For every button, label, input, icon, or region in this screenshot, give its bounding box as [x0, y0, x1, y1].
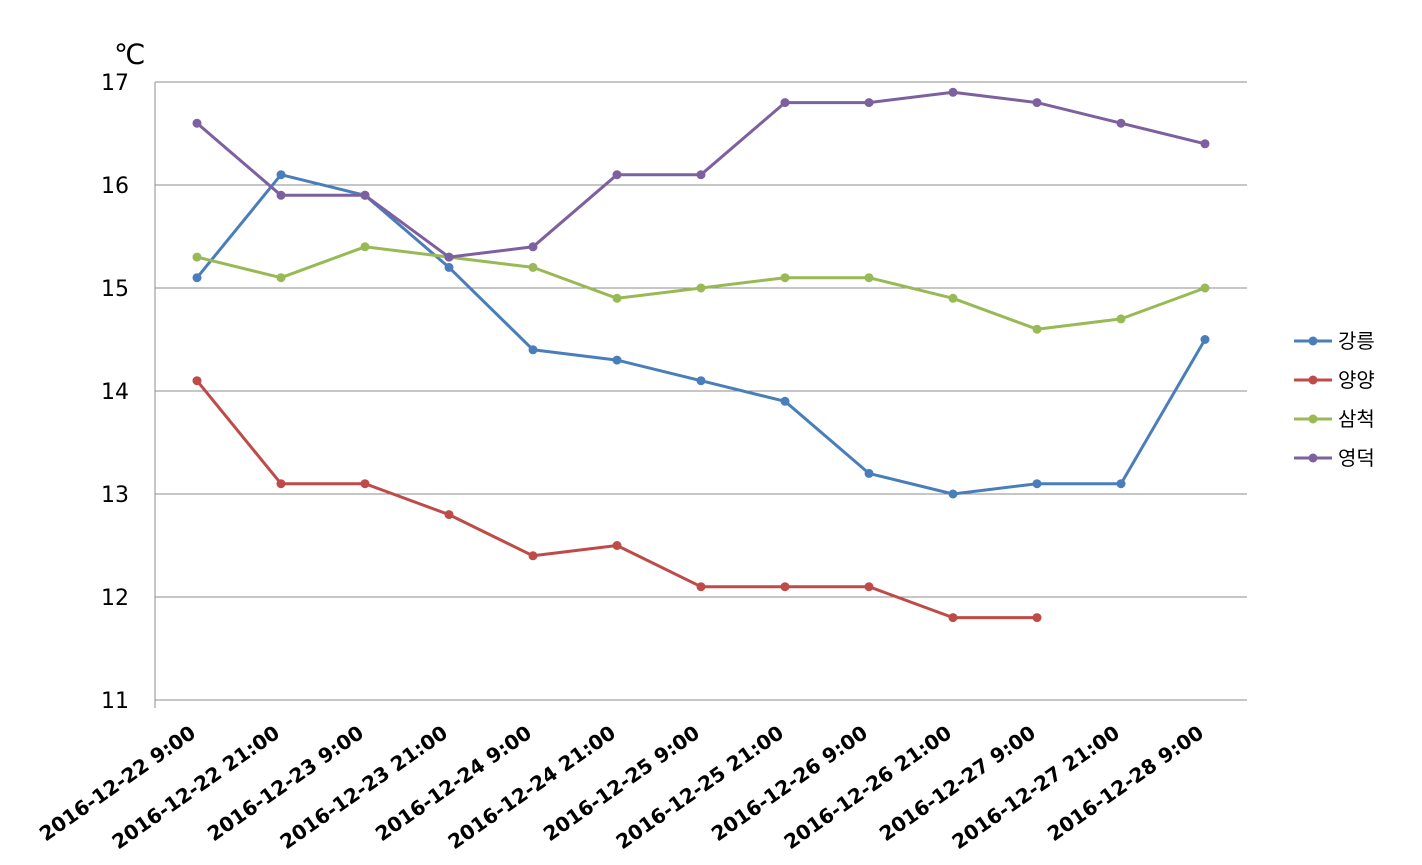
- y-tick-label: 13: [101, 483, 129, 508]
- data-point: [1032, 613, 1042, 623]
- y-tick-label: 11: [101, 689, 129, 714]
- series-양양: [192, 376, 1042, 623]
- y-unit-label: ℃: [114, 38, 145, 71]
- data-point: [948, 293, 958, 303]
- legend-marker: [1308, 453, 1318, 463]
- legend-item: 삼척: [1294, 407, 1375, 431]
- data-point: [864, 582, 874, 592]
- data-point: [276, 170, 286, 180]
- data-point: [780, 396, 790, 406]
- y-tick-label: 15: [101, 277, 129, 302]
- data-point: [612, 293, 622, 303]
- legend-marker: [1308, 375, 1318, 385]
- data-point: [444, 262, 454, 272]
- data-point: [192, 376, 202, 386]
- data-point: [1116, 314, 1126, 324]
- data-point: [612, 355, 622, 365]
- data-point: [528, 242, 538, 252]
- y-tick-labels: 11 12 13 14 15 16 17: [101, 71, 129, 714]
- data-point: [780, 273, 790, 283]
- data-point: [864, 273, 874, 283]
- data-point: [696, 582, 706, 592]
- data-point: [1032, 479, 1042, 489]
- data-point: [864, 468, 874, 478]
- data-point: [192, 118, 202, 128]
- data-point: [276, 479, 286, 489]
- data-point: [528, 551, 538, 561]
- legend-marker: [1308, 336, 1318, 346]
- series-강릉: [192, 170, 1210, 499]
- data-point: [192, 273, 202, 283]
- data-point: [780, 98, 790, 108]
- data-point: [612, 170, 622, 180]
- legend-label: 양양: [1338, 368, 1375, 392]
- legend-label: 삼척: [1338, 407, 1375, 431]
- data-point: [276, 190, 286, 200]
- data-point: [360, 190, 370, 200]
- series-line: [195, 379, 1037, 620]
- data-point: [276, 273, 286, 283]
- data-point: [696, 170, 706, 180]
- data-point: [696, 376, 706, 386]
- data-point: [1116, 118, 1126, 128]
- data-point: [528, 262, 538, 272]
- data-point: [444, 252, 454, 262]
- data-point: [360, 479, 370, 489]
- y-tick-label: 14: [101, 380, 129, 405]
- series-lines: [192, 87, 1210, 623]
- series-영덕: [192, 87, 1210, 262]
- legend-label: 영덕: [1338, 446, 1375, 470]
- data-point: [1032, 98, 1042, 108]
- data-point: [948, 613, 958, 623]
- data-point: [612, 541, 622, 550]
- legend-marker: [1308, 414, 1318, 424]
- legend-item: 영덕: [1294, 446, 1375, 470]
- data-point: [528, 345, 538, 355]
- data-point: [696, 283, 706, 293]
- y-tick-label: 16: [101, 174, 129, 199]
- legend-item: 강릉: [1294, 329, 1375, 353]
- data-point: [1200, 283, 1210, 293]
- data-point: [1200, 335, 1210, 344]
- series-line: [195, 173, 1207, 496]
- data-point: [360, 242, 370, 252]
- data-point: [948, 489, 958, 499]
- data-point: [1116, 479, 1126, 489]
- axes: [154, 82, 1247, 708]
- data-point: [780, 582, 790, 592]
- data-point: [444, 510, 454, 520]
- data-point: [192, 252, 202, 262]
- data-point: [1200, 139, 1210, 149]
- x-tick-label: 2016-12-28 9:00: [1043, 720, 1208, 846]
- data-point: [948, 87, 958, 97]
- y-tick-label: 17: [101, 71, 129, 96]
- series-삼척: [192, 242, 1210, 334]
- data-point: [1032, 324, 1042, 334]
- y-tick-label: 12: [101, 586, 129, 611]
- data-point: [864, 98, 874, 108]
- legend-label: 강릉: [1338, 329, 1375, 353]
- legend-item: 양양: [1294, 368, 1375, 392]
